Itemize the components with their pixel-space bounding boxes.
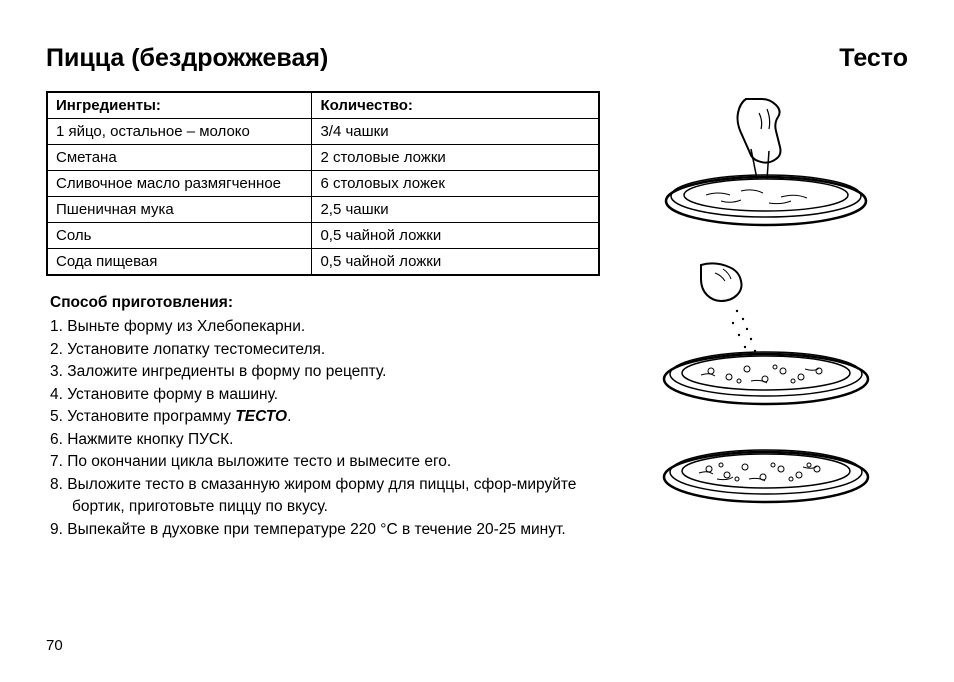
method-step: 5. Установите программу ТЕСТО. <box>50 406 600 428</box>
method-step: 3. Заложите ингредиенты в форму по рецеп… <box>50 361 600 383</box>
method-section: Способ приготовления: 1. Выньте форму из… <box>46 292 600 541</box>
table-header-row: Ингредиенты: Количество: <box>47 92 599 119</box>
ingredient-cell: Сливочное масло размягченное <box>47 171 312 197</box>
method-step: 6. Нажмите кнопку ПУСК. <box>50 429 600 451</box>
ingredient-cell: 1 яйцо, остальное – молоко <box>47 119 312 145</box>
table-header-quantity: Количество: <box>312 92 599 119</box>
quantity-cell: 2,5 чашки <box>312 197 599 223</box>
illustration-knead-icon <box>651 91 881 231</box>
illustration-pizza-done-icon <box>651 437 881 507</box>
quantity-cell: 0,5 чайной ложки <box>312 223 599 249</box>
method-step: 1. Выньте форму из Хлебопекарни. <box>50 316 600 338</box>
method-step-text: 5. Установите программу <box>50 408 235 425</box>
content-row: Ингредиенты: Количество: 1 яйцо, остальн… <box>46 91 908 541</box>
table-row: Сметана 2 столовые ложки <box>47 145 599 171</box>
method-steps: 1. Выньте форму из Хлебопекарни. 2. Уста… <box>50 316 600 541</box>
recipe-title: Пицца (бездрожжевая) <box>46 44 328 73</box>
table-row: 1 яйцо, остальное – молоко 3/4 чашки <box>47 119 599 145</box>
quantity-cell: 3/4 чашки <box>312 119 599 145</box>
illustrations-column <box>624 91 908 541</box>
quantity-cell: 0,5 чайной ложки <box>312 249 599 276</box>
method-step-suffix: . <box>287 408 291 425</box>
ingredient-cell: Сода пищевая <box>47 249 312 276</box>
table-row: Сода пищевая 0,5 чайной ложки <box>47 249 599 276</box>
page-number: 70 <box>46 637 63 654</box>
section-title: Тесто <box>839 44 908 73</box>
ingredients-table: Ингредиенты: Количество: 1 яйцо, остальн… <box>46 91 600 276</box>
method-step: 2. Установите лопатку тестомесителя. <box>50 339 600 361</box>
quantity-cell: 2 столовые ложки <box>312 145 599 171</box>
quantity-cell: 6 столовых ложек <box>312 171 599 197</box>
ingredient-cell: Пшеничная мука <box>47 197 312 223</box>
illustration-sprinkle-icon <box>651 259 881 409</box>
method-step: 8. Выложите тесто в смазанную жиром форм… <box>50 474 600 519</box>
table-row: Сливочное масло размягченное 6 столовых … <box>47 171 599 197</box>
ingredient-cell: Сметана <box>47 145 312 171</box>
table-row: Соль 0,5 чайной ложки <box>47 223 599 249</box>
header-row: Пицца (бездрожжевая) Тесто <box>46 44 908 73</box>
ingredient-cell: Соль <box>47 223 312 249</box>
left-column: Ингредиенты: Количество: 1 яйцо, остальн… <box>46 91 600 541</box>
table-row: Пшеничная мука 2,5 чашки <box>47 197 599 223</box>
method-step: 7. По окончании цикла выложите тесто и в… <box>50 451 600 473</box>
table-header-ingredients: Ингредиенты: <box>47 92 312 119</box>
method-title: Способ приготовления: <box>50 292 600 314</box>
method-step: 9. Выпекайте в духовке при температуре 2… <box>50 519 600 541</box>
method-step: 4. Установите форму в машину. <box>50 384 600 406</box>
method-step-program: ТЕСТО <box>235 408 287 425</box>
